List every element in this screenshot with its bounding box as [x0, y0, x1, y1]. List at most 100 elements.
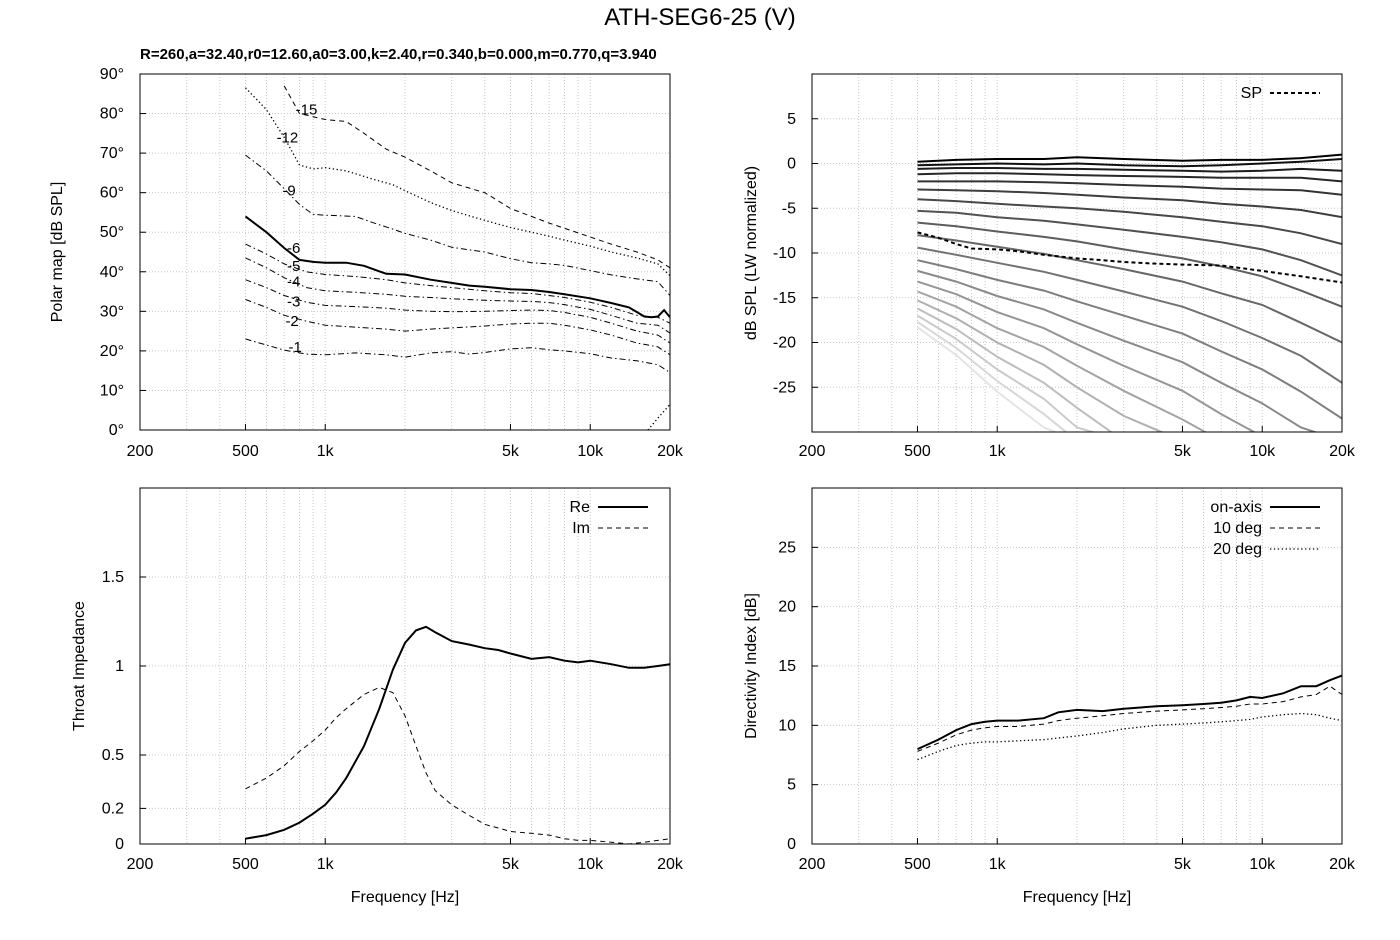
y-tick-label: 30° — [100, 303, 124, 320]
y-tick-label: 0° — [109, 422, 124, 439]
plot-area-polar — [244, 85, 670, 430]
gridlines-di — [812, 488, 1342, 844]
y-tick-label: 5 — [787, 777, 796, 794]
angle-curve — [917, 209, 1342, 277]
parameter-string: R=260,a=32.40,r0=12.60,a0=3.00,k=2.40,r=… — [140, 46, 657, 63]
gridlines-impedance — [140, 488, 670, 844]
x-tick-label: 10k — [577, 443, 604, 460]
contour-line — [245, 279, 670, 344]
angle-curve — [917, 299, 1165, 432]
y-tick-label: 80° — [100, 106, 124, 123]
x-tick-label: 1k — [989, 443, 1007, 460]
chart-title: ATH-SEG6-25 (V) — [604, 4, 796, 31]
legend-label: on-axis — [1210, 499, 1262, 516]
legend-label: Re — [570, 499, 591, 516]
x-tick-label: 5k — [1174, 856, 1192, 873]
legend-label: SP — [1241, 85, 1262, 102]
y-tick-label: -5 — [782, 200, 796, 217]
y-tick-label: 70° — [100, 145, 124, 162]
gridlines-polar — [140, 74, 670, 430]
series-line — [245, 686, 670, 844]
x-tick-label: 500 — [232, 443, 259, 460]
angle-curve — [917, 180, 1342, 196]
x-tick-label: 5k — [1174, 443, 1192, 460]
chart-di: 200 500 1k 5k 10k 20k 0 5 10 15 20 25 Directivity In… — [743, 487, 1356, 906]
contour-label: -15 — [296, 102, 318, 119]
angle-curve — [917, 167, 1342, 173]
contour-line — [245, 243, 670, 324]
y-tick-label: 0 — [787, 156, 796, 173]
series-line — [917, 712, 1342, 761]
contour-line — [245, 87, 670, 277]
contour-label: -5 — [287, 258, 300, 275]
x-tick-label: 200 — [799, 856, 826, 873]
contour-line — [245, 338, 670, 374]
chart-spl: 200 500 1k 5k 10k 20k -25 -20 -15 -10 -5 0 5 dB SPL (… — [743, 73, 1356, 460]
angle-curve — [917, 259, 1342, 420]
y-tick-label: 10 — [778, 717, 796, 734]
y-tick-label: 60° — [100, 185, 124, 202]
contour-label: -1 — [288, 339, 301, 356]
angle-curve — [917, 280, 1257, 432]
x-tick-label: 10k — [577, 856, 604, 873]
y-axis-label: Throat Impedance — [71, 601, 88, 731]
angle-curve — [916, 321, 1068, 432]
y-tick-label: -20 — [773, 335, 796, 352]
sp-curve — [917, 231, 1342, 284]
contour-label: -9 — [282, 183, 295, 200]
y-tick-label: 90° — [100, 66, 124, 83]
y-tick-label: 1.5 — [102, 569, 124, 586]
y-axis-label: Directivity Index [dB] — [743, 593, 760, 739]
y-tick-label: 20° — [100, 343, 124, 360]
angle-curve — [917, 158, 1342, 168]
contour-line — [244, 215, 670, 319]
contour-line — [245, 257, 670, 334]
x-tick-label: 1k — [317, 856, 335, 873]
contour-line — [647, 403, 670, 430]
plot-area-spl — [916, 153, 1342, 432]
y-tick-label: 15 — [778, 658, 796, 675]
y-tick-label: 40° — [100, 264, 124, 281]
x-tick-label: 1k — [989, 856, 1007, 873]
x-tick-label: 5k — [502, 856, 520, 873]
angle-curve — [917, 221, 1342, 308]
y-tick-label: 50° — [100, 224, 124, 241]
x-tick-label: 500 — [232, 856, 259, 873]
x-tick-label: 500 — [904, 443, 931, 460]
y-axis-label: Polar map [dB SPL] — [49, 182, 66, 323]
y-tick-label: 1 — [115, 658, 124, 675]
angle-curve — [917, 153, 1342, 163]
contour-line — [245, 154, 670, 296]
plot-area-di — [917, 674, 1342, 761]
angle-curve — [917, 234, 1342, 344]
angle-curve — [917, 188, 1342, 219]
angle-curve — [917, 290, 1208, 432]
x-tick-label: 200 — [127, 856, 154, 873]
angle-curve — [917, 172, 1342, 183]
y-tick-label: 10° — [100, 382, 124, 399]
x-tick-label: 500 — [904, 856, 931, 873]
plot-area-impedance — [245, 625, 670, 844]
y-tick-label: -10 — [773, 245, 796, 262]
legend-label: 20 deg — [1213, 541, 1262, 558]
chart-polar: 200 500 1k 5k 10k 20k 0° 10° 20° 30° 40° 50° 60° 70° 8… — [49, 66, 684, 460]
plot-frame — [139, 487, 671, 845]
x-tick-label: 200 — [127, 443, 154, 460]
contour-label: -4 — [287, 274, 300, 291]
legend-label: 10 deg — [1213, 520, 1262, 537]
x-tick-label: 5k — [502, 443, 520, 460]
x-tick-label: 10k — [1249, 856, 1276, 873]
x-tick-label: 20k — [1329, 443, 1356, 460]
angle-curve — [917, 269, 1318, 432]
angle-curve — [916, 326, 1058, 432]
y-tick-label: 25 — [778, 539, 796, 556]
series-line — [245, 625, 670, 840]
angle-curve — [917, 246, 1342, 384]
x-tick-label: 20k — [1329, 856, 1356, 873]
x-tick-label: 20k — [657, 443, 684, 460]
contour-label: -3 — [287, 293, 300, 310]
x-tick-label: 20k — [657, 856, 684, 873]
contour-label: -2 — [285, 313, 298, 330]
legend-label: Im — [572, 520, 590, 537]
